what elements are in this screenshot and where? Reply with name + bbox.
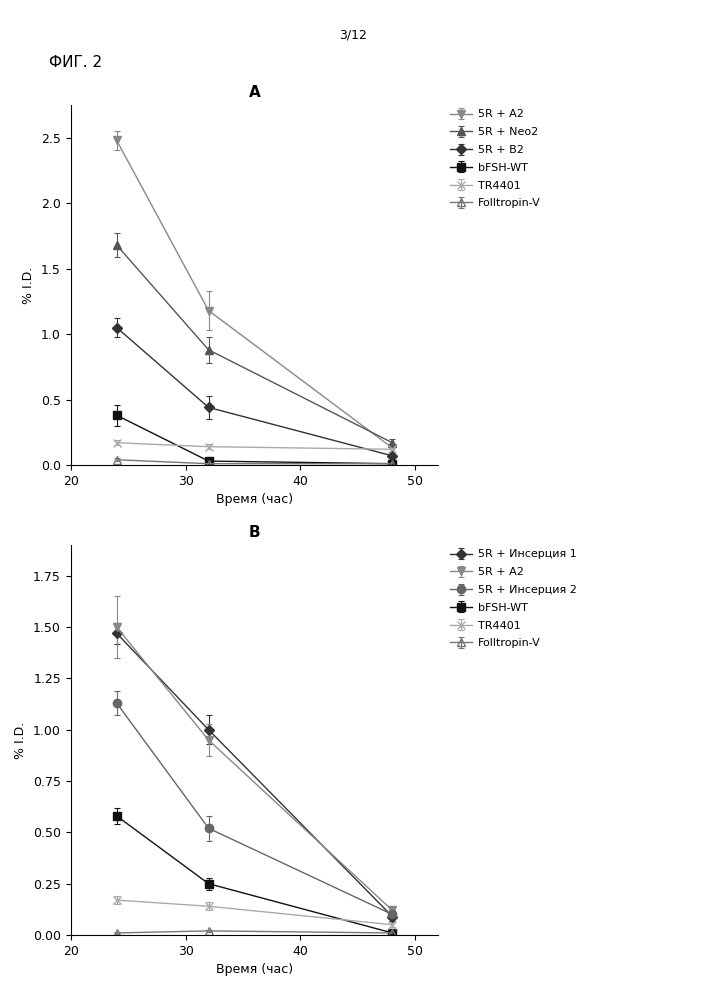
Y-axis label: % I.D.: % I.D. xyxy=(23,266,35,304)
Title: A: A xyxy=(249,85,260,100)
Y-axis label: % I.D.: % I.D. xyxy=(14,721,28,759)
Legend: 5R + A2, 5R + Neo2, 5R + B2, bFSH-WT, TR4401, Folltropin-V: 5R + A2, 5R + Neo2, 5R + B2, bFSH-WT, TR… xyxy=(445,105,545,213)
Legend: 5R + Инсерция 1, 5R + A2, 5R + Инсерция 2, bFSH-WT, TR4401, Folltropin-V: 5R + Инсерция 1, 5R + A2, 5R + Инсерция … xyxy=(445,545,581,653)
Title: B: B xyxy=(249,525,260,540)
Text: ФИГ. 2: ФИГ. 2 xyxy=(49,55,103,70)
X-axis label: Время (час): Время (час) xyxy=(216,963,293,976)
Text: 3/12: 3/12 xyxy=(339,28,368,41)
X-axis label: Время (час): Время (час) xyxy=(216,493,293,506)
